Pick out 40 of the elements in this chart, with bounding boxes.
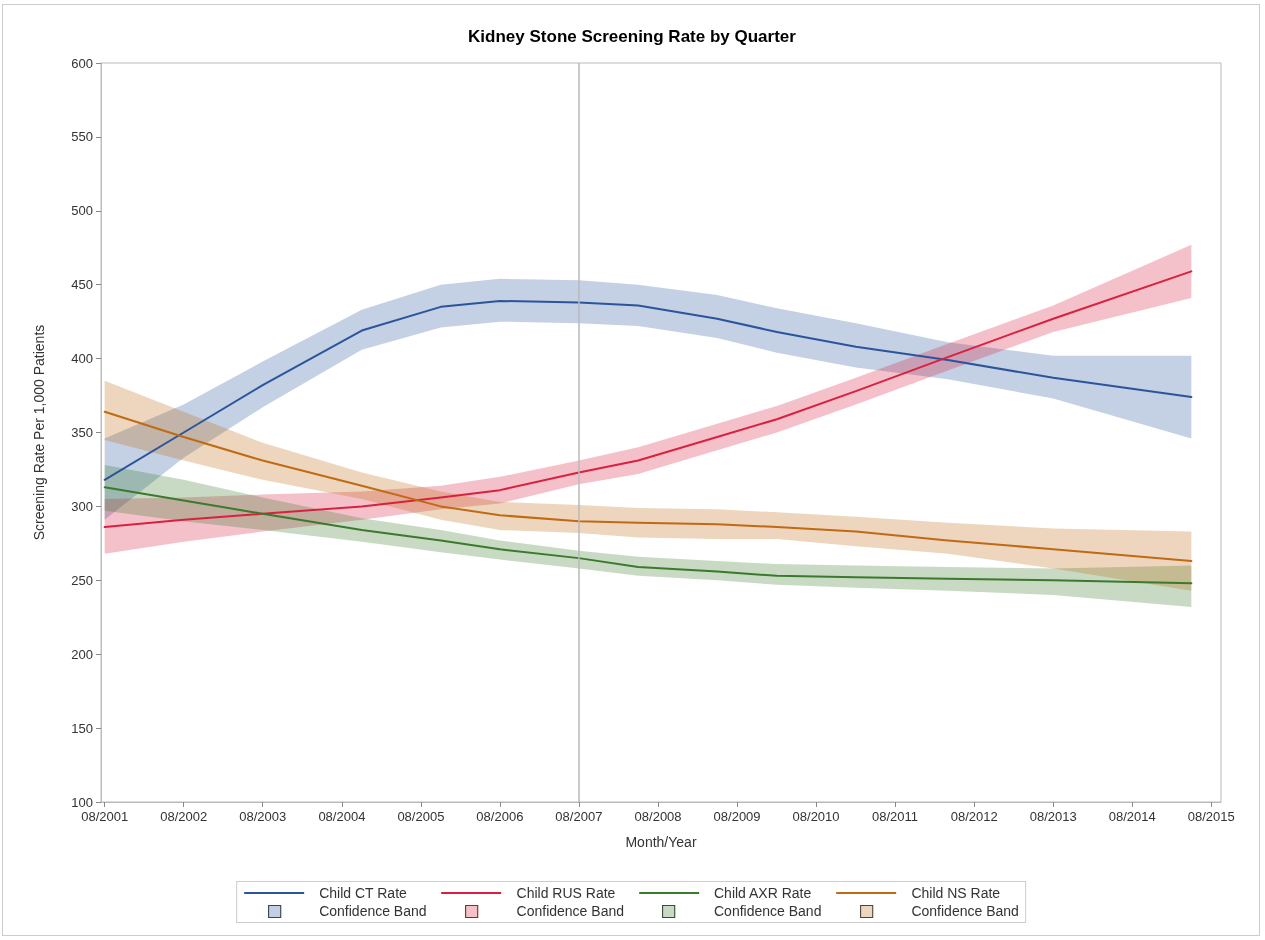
x-axis-title: Month/Year — [625, 834, 697, 850]
text: Confidence Band — [911, 903, 1019, 919]
y-tick-label: 200 — [71, 646, 93, 662]
x-tick-label: 08/2004 — [318, 809, 366, 824]
y-tick-label: 100 — [71, 794, 93, 810]
y-tick-label: 250 — [71, 572, 93, 588]
y-tick-label: 600 — [71, 55, 93, 71]
text: Confidence Band — [516, 903, 624, 919]
x-tick-label: 08/2010 — [792, 809, 840, 824]
x-tick-label: 08/2014 — [1108, 809, 1156, 824]
x-tick-label: 08/2005 — [397, 809, 445, 824]
y-tick-label: 150 — [71, 720, 93, 736]
text: Confidence Band — [319, 903, 427, 919]
chart-title: Kidney Stone Screening Rate by Quarter — [468, 27, 797, 46]
y-tick-label: 300 — [71, 498, 93, 514]
legend-label: Child AXR Rate — [714, 885, 813, 901]
y-tick-label: 350 — [71, 425, 93, 440]
x-tick-label: 08/2002 — [160, 809, 208, 824]
y-tick-label: 500 — [71, 203, 93, 219]
line-series — [103, 410, 1193, 563]
x-tick-label: 08/2001 — [81, 809, 129, 824]
legend-label: Child CT Rate — [319, 885, 408, 901]
x-tick-label: 08/2003 — [239, 809, 287, 824]
x-tick-label: 08/2011 — [872, 809, 919, 824]
line-series — [103, 486, 1193, 585]
y-axis-title: Screening Rate Per 1,000 Patients — [31, 324, 47, 541]
y-tick-label: 400 — [71, 351, 93, 367]
x-tick-label: 08/2015 — [1187, 809, 1235, 824]
line-series — [103, 299, 1193, 481]
x-tick-label: 08/2006 — [476, 809, 524, 824]
x-tick-label: 08/2013 — [1029, 809, 1077, 824]
text: Confidence Band — [714, 903, 822, 919]
x-tick-label: 08/2009 — [713, 809, 761, 824]
x-tick-label: 08/2007 — [555, 809, 603, 824]
x-tick-label: 08/2012 — [950, 809, 998, 824]
x-tick-label: 08/2008 — [634, 809, 682, 824]
legend-label: Child RUS Rate — [516, 885, 617, 901]
legend-label: Child NS Rate — [911, 885, 1002, 901]
y-tick-label: 550 — [71, 129, 93, 145]
y-tick-label: 450 — [71, 277, 93, 293]
